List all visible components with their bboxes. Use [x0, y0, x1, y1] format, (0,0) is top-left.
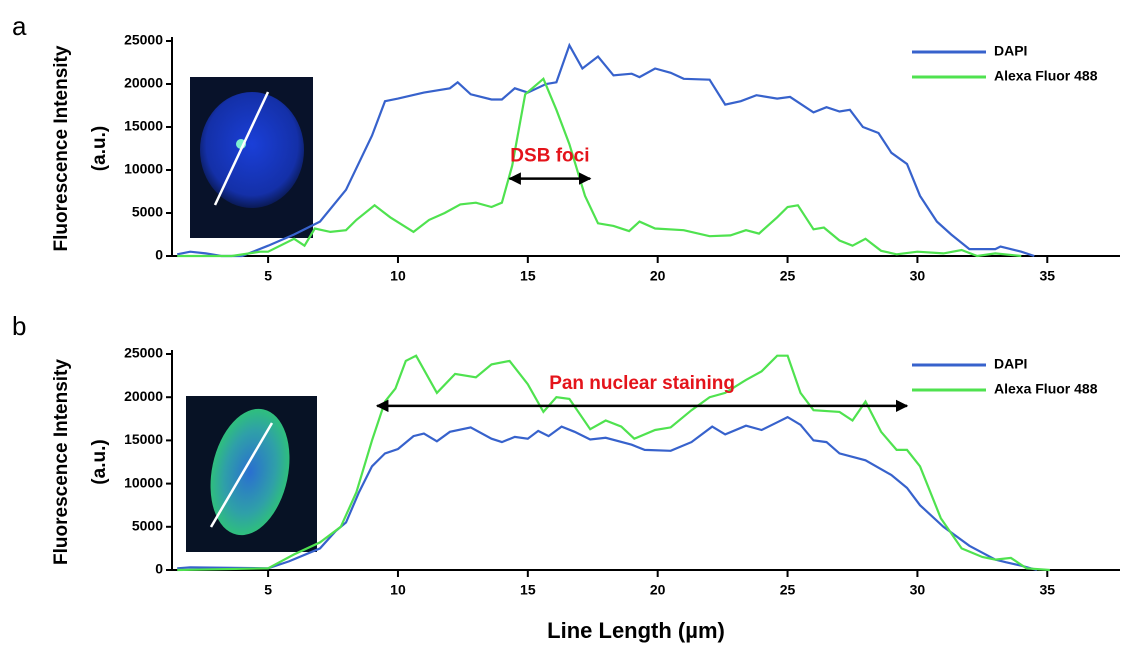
y-axis-label: Fluorescence Intensity [51, 359, 72, 565]
legend-label: Alexa Fluor 488 [994, 68, 1098, 84]
annotation-text: Pan nuclear staining [549, 373, 735, 394]
x-tick-label: 35 [1039, 582, 1055, 598]
x-axis-label: Line Length (µm) [547, 618, 725, 643]
legend-label: Alexa Fluor 488 [994, 381, 1098, 397]
plots: a Fluorescence Intensity (a.u.) 0 5000 10000 1… [12, 11, 1120, 643]
inset-image-b [186, 396, 317, 552]
panel-label: a [12, 11, 27, 41]
panel-label: b [12, 311, 26, 341]
inset-image-a [190, 77, 313, 238]
legend-label: DAPI [994, 356, 1027, 372]
data-line [176, 42, 1035, 258]
y-axis-label: (a.u.) [89, 439, 110, 484]
y-tick-label: 25000 [124, 345, 163, 361]
x-tick-label: 25 [780, 582, 796, 598]
x-tick-label: 20 [650, 268, 666, 284]
x-tick-label: 5 [264, 582, 272, 598]
annotation-text: DSB foci [510, 146, 589, 167]
data-line [177, 354, 1050, 572]
y-tick-label: 25000 [124, 32, 163, 48]
x-tick-label: 10 [390, 582, 406, 598]
x-tick-label: 15 [520, 268, 536, 284]
y-tick-label: 5000 [132, 518, 163, 534]
y-tick-label: 15000 [124, 431, 163, 447]
legend-label: DAPI [994, 43, 1027, 59]
y-tick-label: 0 [155, 561, 163, 577]
data-line [177, 415, 1038, 572]
y-axis-label: Fluorescence Intensity [51, 45, 72, 251]
y-axis-label: (a.u.) [89, 126, 110, 171]
y-tick-label: 15000 [124, 118, 163, 134]
y-tick-label: 20000 [124, 388, 163, 404]
x-tick-label: 10 [390, 268, 406, 284]
data-line [177, 76, 1022, 258]
x-tick-label: 30 [910, 268, 926, 284]
x-tick-label: 15 [520, 582, 536, 598]
x-tick-label: 5 [264, 268, 272, 284]
y-tick-label: 10000 [124, 474, 163, 490]
y-tick-label: 0 [155, 247, 163, 263]
y-tick-label: 20000 [124, 75, 163, 91]
y-tick-label: 5000 [132, 204, 163, 220]
x-tick-label: 35 [1039, 268, 1055, 284]
x-tick-label: 25 [780, 268, 796, 284]
y-tick-label: 10000 [124, 161, 163, 177]
x-tick-label: 20 [650, 582, 666, 598]
x-tick-label: 30 [910, 582, 926, 598]
